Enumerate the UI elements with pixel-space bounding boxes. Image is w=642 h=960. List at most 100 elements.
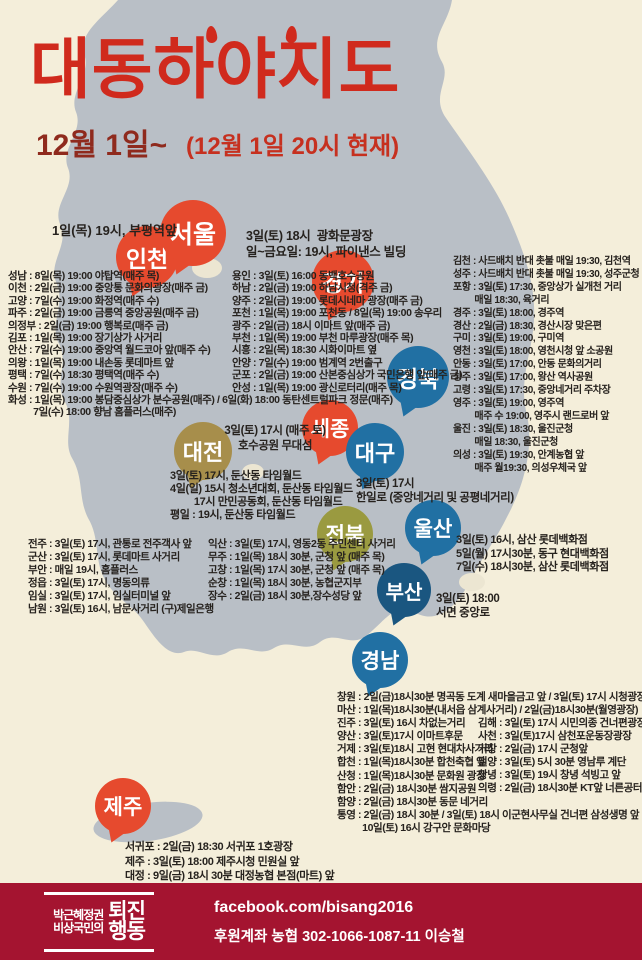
badge-label: 부산: [385, 581, 423, 604]
logo-big-text: 퇴진 행동: [108, 901, 146, 942]
text-line: 부천 : 1일(목) 19:00 부천 마루광장(매주 목): [232, 332, 414, 345]
badge-label: 경남: [360, 650, 400, 673]
text-line: 순창 : 1일(목) 18시 30분, 농협군지부: [208, 577, 362, 589]
text-line: 양산 : 3일(토)17시 이마트후문: [337, 730, 463, 743]
text-line: 매일 18:30, 육거리: [453, 294, 550, 306]
text-line: 고령 : 3일(토) 17:30, 중앙네거리 주차장: [453, 385, 611, 397]
badge-incheon: 인천: [116, 226, 178, 288]
text-line: 포항 : 3일(토) 17:30, 중앙상가 실개천 거리: [453, 281, 622, 293]
text-line: 10일(토) 16시 강구안 문화마당: [337, 821, 491, 834]
text-line: 17시 만민공동회, 둔산동 타임월드: [170, 496, 343, 508]
text-line: 안성 : 1일(목) 19:00 광신로터리(매주 목): [232, 381, 402, 394]
text-line: 통영 : 2일(금) 18시 30분 / 3일(토) 18시 이군현사무실 건너…: [337, 808, 640, 821]
text-line: 부안 : 매일 19시, 홈플러스: [28, 564, 138, 576]
text-line: 제주 : 3일(토) 18:00 제주시청 민원실 앞: [125, 855, 300, 868]
text-line: 평일 : 19시, 둔산동 타임월드: [170, 509, 296, 521]
text-line: 군포 : 2일(금) 19:00 산본중심상가 국민은행 앞(매주 금): [232, 369, 463, 382]
text-line: 시흥 : 2일(목) 18:30 시화이마트 옆: [232, 344, 377, 357]
text-line: 양주 : 2일(금) 19:00 롯데시네마 광장(매주 금): [232, 294, 423, 307]
donation-account: 후원계좌 농협 302-1066-1087-11 이승철: [214, 929, 465, 945]
logo-line: 박근혜정권: [53, 908, 104, 922]
footer-band: 박근혜정권 비상국민의 퇴진 행동 facebook.com/bisang201…: [0, 883, 642, 960]
text-line: 울진 : 3일(토) 18:30, 울진군청: [453, 423, 573, 435]
text-line: 포천 : 1일(목) 19:00 포천동 / 8일(목) 19:00 송우리: [232, 307, 442, 320]
text-line: 서면 중앙로: [436, 607, 490, 619]
jeonbuk-list-right: 익산 : 3일(토) 17시, 영동2동 주민센터 사거리 무주 : 1일(목) …: [208, 538, 396, 603]
badge-label: 인천: [125, 246, 169, 272]
text-line: 파주 : 2일(금) 19:00 금릉역 중앙공원(매주 금): [8, 307, 199, 320]
text-line: 마산 : 1일(목)18시30분(내서읍 삼계사거리) / 2일(금)18시30…: [337, 704, 639, 717]
text-line: 무주 : 1일(목) 18시 30분, 군청 앞 (매주 목): [208, 551, 385, 563]
text-line: 7일(수) 18시30분, 삼산 롯데백화점: [456, 561, 609, 573]
text-line: 매주 수 19:00, 영주시 랜드로버 앞: [453, 410, 610, 422]
text-line: 의성 : 3일(토) 19:30, 안계농협 앞: [453, 449, 584, 461]
badge-seoul: 서울: [160, 200, 226, 266]
badge-gyeongnam: 경남: [352, 632, 408, 688]
badge-busan: 부산: [377, 563, 431, 617]
text-line: 3일(토) 18:00: [436, 593, 500, 605]
text-line: 함양 : 2일(금) 18시30분 동문 네거리: [337, 795, 488, 808]
poster-date-note: (12월 1일 20시 현재): [186, 133, 400, 160]
badge-jeju: 제주: [95, 778, 151, 834]
text-line: 7일(수) 18:00 향남 홈플러스(매주): [8, 406, 177, 419]
text-line: 안산 : 7일(수) 19:00 중앙역 월드코아 앞(매주 수): [8, 344, 211, 357]
facebook-url: facebook.com/bisang2016: [214, 899, 414, 916]
text-line: 김포 : 1일(목) 19:00 장기상가 사거리: [8, 332, 163, 345]
gyeonggi-list-left: 성남 : 8일(목) 19:00 야탑역(매주 목) 이천 : 2일(금) 19:…: [8, 270, 393, 419]
text-line: 김해 : 3일(토) 17시 시민의종 건너편광장: [478, 717, 642, 729]
poster-title: 대동하야지도: [30, 32, 401, 106]
text-line: 매주 월19:30, 의성우체국 앞: [453, 462, 587, 474]
badge-jeonbuk: 전북: [317, 506, 373, 562]
text-line: 영천 : 3일(토) 18:00, 영천시청 앞 소공원: [453, 346, 613, 358]
gyeonggi-list-right: 용인 : 3일(토) 16:00 동백호수공원 하남 : 2일(금) 19:00 …: [232, 270, 462, 394]
badge-label: 대전: [182, 440, 224, 465]
logo-line: 비상국민의: [53, 921, 104, 935]
text-line: 4일(일) 15시 청소년대회, 둔산동 타임월드: [170, 483, 353, 495]
text-line: 경주 : 3일(토) 18:00, 경주역: [453, 307, 565, 319]
text-line: 화성 : 1일(목) 19:00 봉담중심상가 분수공원(매주) / 6일(화)…: [8, 394, 393, 407]
text-line: 서귀포 : 2일(금) 18:30 서귀포 1호광장: [125, 841, 293, 853]
badge-ulsan: 울산: [405, 500, 461, 556]
text-line: 사천 : 3일(토)17시 삼천포운동장광장: [478, 730, 632, 743]
text-line: 진주 : 3일(토) 16시 차없는거리: [337, 717, 466, 730]
badge-gyeonggi: 경기: [312, 250, 374, 312]
text-line: 김천 : 사드배치 반대 촛불 매일 19:30, 김천역: [453, 256, 631, 267]
text-line: 함안 : 2일(금) 18시30분 쌈지공원: [337, 782, 477, 795]
sejong-list: 3일(토) 17시 (매주 토) 호수공원 무대섬: [190, 424, 360, 454]
text-line: 거창 : 2일(금) 17시 군청앞: [478, 743, 588, 756]
badge-label: 대구: [354, 441, 396, 466]
text-line: 산청 : 1일(목)18시30분 문화원 광장: [337, 769, 486, 782]
text-line: 군산 : 3일(토) 17시, 롯데마트 사거리: [28, 551, 180, 563]
jeonbuk-list-left: 전주 : 3일(토) 17시, 관통로 전주객사 앞 군산 : 3일(토) 17시…: [28, 538, 214, 616]
badge-label: 경북: [396, 366, 440, 392]
gyeongnam-list-left: 창원 : 2일(금)18시30분 명곡동 도계 새마을금고 앞 / 3일(토) …: [337, 691, 642, 835]
text-line: 수원 : 7일(수) 19:00 수원역광장(매주 수): [8, 381, 178, 394]
text-line: 호수공원 무대섬: [237, 440, 313, 452]
badge-label: 전북: [325, 524, 365, 547]
gyeongnam-list-right: 김해 : 3일(토) 17시 시민의종 건너편광장 사천 : 3일(토)17시 삼…: [478, 717, 642, 796]
text-line: 익산 : 3일(토) 17시, 영동2동 주민센터 사거리: [208, 538, 396, 550]
badge-label: 서울: [169, 221, 216, 249]
text-line: 남원 : 3일(토) 16시, 남문사거리 (구)제일은행: [28, 603, 214, 615]
text-line: 창녕 : 3일(토) 19시 창녕 석빙고 앞: [478, 769, 621, 782]
badge-label: 제주: [103, 796, 143, 819]
text-line: 밀양 : 3일(토) 5시 30분 영남루 계단: [478, 756, 627, 769]
text-line: 3일(토) 18시 광화문광장: [246, 229, 373, 243]
text-line: 경산 : 2일(금) 18:30, 경산시장 맞은편: [453, 320, 602, 332]
busan-list: 3일(토) 18:00 서면 중앙로: [436, 592, 500, 620]
text-line: 합천 : 1일(목)18시30분 합천축협 앞: [337, 756, 486, 769]
text-line: 3일(토) 17시: [356, 478, 415, 490]
text-line: 한일로 (중앙네거리 및 공평네거리): [356, 492, 514, 504]
incheon-note: 1일(목) 19시, 부평역앞: [52, 223, 177, 238]
text-line: 상주 : 3일(토) 17:00, 왕산 역사공원: [453, 372, 593, 384]
gyeongbuk-list: 김천 : 사드배치 반대 촛불 매일 19:30, 김천역 성주 : 사드배치 반…: [453, 256, 640, 475]
text-line: 성남 : 8일(목) 19:00 야탑역(매주 목): [8, 270, 159, 282]
badge-label: 울산: [413, 518, 453, 541]
text-line: 하남 : 2일(금) 19:00 하남시청(격주 금): [232, 282, 393, 295]
ulsan-list: 3일(토) 16시, 삼산 롯데백화점 5일(월) 17시30분, 동구 현대백화…: [456, 534, 609, 575]
text-line: 대정 : 9일(금) 18시 30분 대정농협 본점(마트) 앞: [125, 870, 335, 882]
badge-daegu: 대구: [346, 423, 404, 481]
